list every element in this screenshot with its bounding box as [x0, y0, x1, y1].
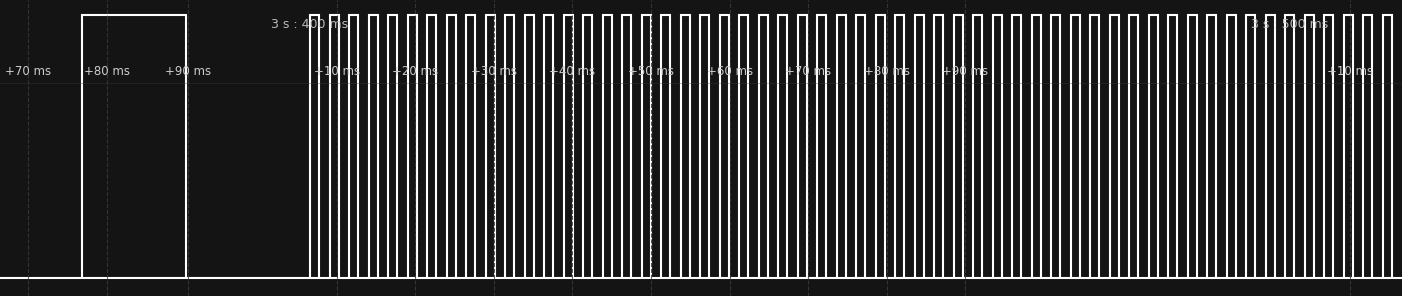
Text: +60 ms: +60 ms	[707, 65, 753, 78]
Text: +80 ms: +80 ms	[84, 65, 130, 78]
Text: +10 ms: +10 ms	[314, 65, 360, 78]
Text: +50 ms: +50 ms	[628, 65, 674, 78]
Text: +20 ms: +20 ms	[393, 65, 437, 78]
Text: 3 s : 400 ms: 3 s : 400 ms	[272, 18, 349, 31]
Text: +90 ms: +90 ms	[942, 65, 988, 78]
Text: +90 ms: +90 ms	[165, 65, 212, 78]
Text: +70 ms: +70 ms	[785, 65, 831, 78]
Text: +30 ms: +30 ms	[471, 65, 517, 78]
Text: +40 ms: +40 ms	[550, 65, 594, 78]
Text: +10 ms: +10 ms	[1326, 65, 1373, 78]
Text: 3 s : 500 ms: 3 s : 500 ms	[1252, 18, 1329, 31]
Text: +80 ms: +80 ms	[864, 65, 910, 78]
Text: +70 ms: +70 ms	[6, 65, 50, 78]
